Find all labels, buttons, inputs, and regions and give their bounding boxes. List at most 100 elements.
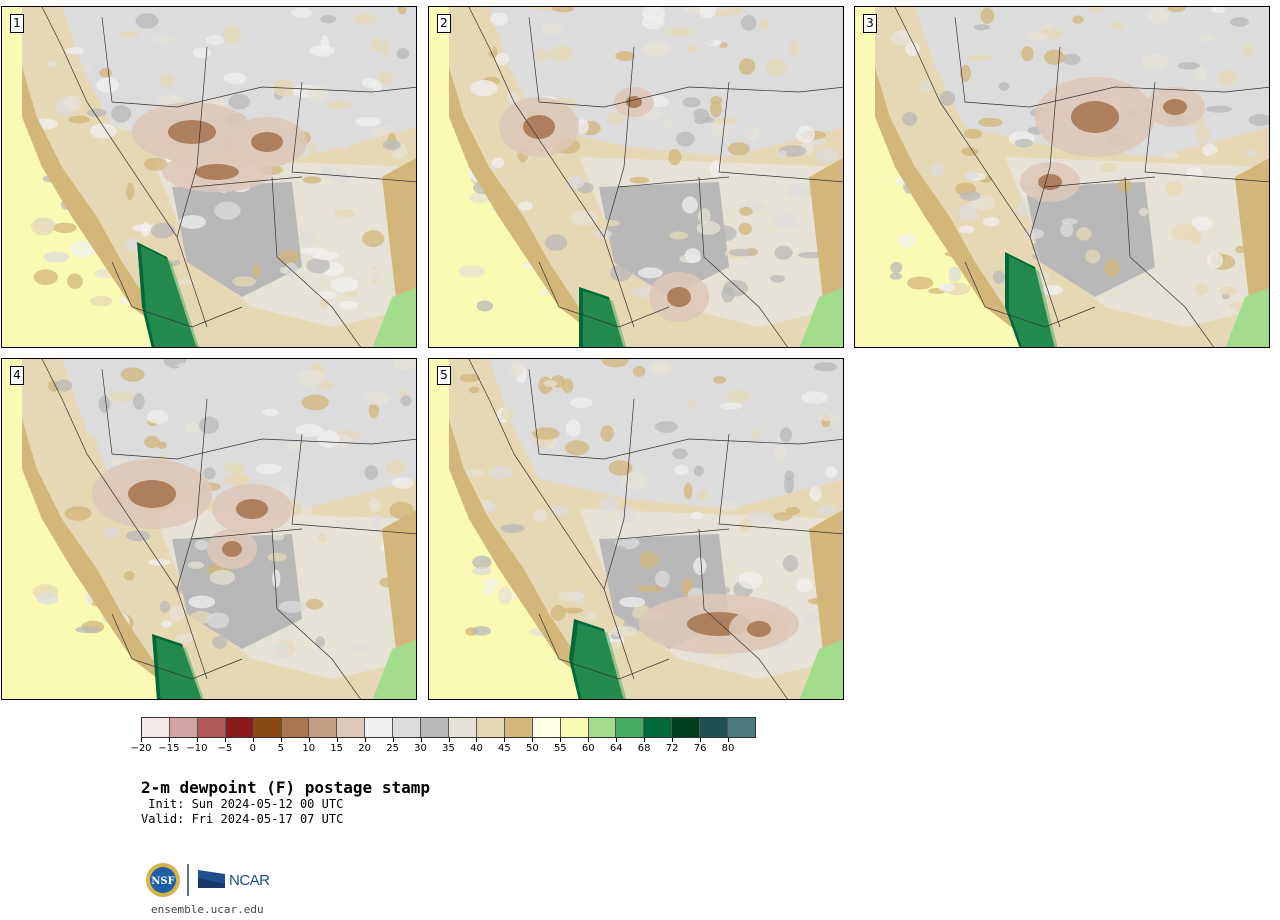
panel-number-label: 1 xyxy=(10,14,24,33)
terrain-speckle xyxy=(824,466,838,478)
terrain-speckle xyxy=(323,171,350,179)
terrain-speckle xyxy=(770,267,791,276)
moist-green-edge xyxy=(1225,287,1269,347)
terrain-speckle xyxy=(500,408,515,421)
terrain-speckle xyxy=(696,220,721,235)
terrain-speckle xyxy=(361,268,388,280)
terrain-speckle xyxy=(1021,46,1034,62)
terrain-speckle xyxy=(89,123,117,139)
terrain-speckle xyxy=(86,108,107,118)
terrain-speckle xyxy=(907,276,934,290)
terrain-speckle xyxy=(561,378,574,394)
terrain-speckle xyxy=(902,111,918,126)
dry-core xyxy=(195,164,239,180)
terrain-speckle xyxy=(725,389,752,403)
colorbar-tick xyxy=(364,738,366,742)
terrain-speckle xyxy=(1143,140,1169,152)
terrain-speckle xyxy=(362,230,385,248)
state-border xyxy=(111,261,243,328)
terrain-speckle xyxy=(312,251,340,261)
terrain-speckle xyxy=(287,442,301,451)
colorbar-tick-label: 0 xyxy=(249,743,256,754)
humid-zone-edge xyxy=(141,246,200,347)
colorbar-tick-label: 50 xyxy=(525,743,539,754)
terrain-speckle xyxy=(1061,218,1078,226)
colorbar-tick xyxy=(644,738,646,742)
terrain-speckle xyxy=(176,633,196,643)
terrain-speckle xyxy=(555,30,579,37)
terrain-speckle xyxy=(1248,114,1269,126)
state-border xyxy=(101,368,416,460)
terrain-speckle xyxy=(674,464,689,475)
terrain-speckle xyxy=(1072,15,1084,24)
terrain-speckle xyxy=(711,117,739,125)
moist-green-edge xyxy=(372,287,416,347)
terrain-speckle xyxy=(709,100,722,118)
colorbar-tick-label: 25 xyxy=(386,743,399,754)
terrain-speckle xyxy=(370,37,382,52)
terrain-speckle xyxy=(782,555,799,572)
terrain-speckle xyxy=(466,36,481,49)
terrain-speckle xyxy=(678,555,688,567)
terrain-speckle xyxy=(683,483,693,499)
dry-core xyxy=(128,480,176,508)
state-border xyxy=(111,613,243,680)
colorbar-tick xyxy=(560,738,562,742)
terrain-speckle xyxy=(364,465,378,481)
terrain-speckle xyxy=(622,472,648,490)
dry-core xyxy=(523,115,555,139)
terrain-speckle xyxy=(715,10,730,17)
plot-title: 2-m dewpoint (F) postage stamp xyxy=(141,778,430,797)
terrain-speckle xyxy=(96,77,119,93)
terrain-speckle xyxy=(803,280,820,292)
terrain-speckle xyxy=(721,501,738,512)
terrain-speckle xyxy=(291,7,313,18)
terrain-speckle xyxy=(126,182,135,201)
terrain-speckle xyxy=(1167,7,1186,13)
terrain-speckle xyxy=(472,555,492,570)
state-border xyxy=(1029,46,1061,238)
terrain-speckle xyxy=(608,460,633,476)
terrain-speckle xyxy=(740,15,757,31)
terrain-speckle xyxy=(224,462,245,475)
terrain-speckle xyxy=(153,36,173,43)
state-border xyxy=(618,176,730,188)
terrain-speckle xyxy=(774,445,787,463)
terrain-speckle xyxy=(158,73,175,88)
terrain-speckle xyxy=(629,176,650,184)
terrain-region xyxy=(599,182,729,297)
terrain-speckle xyxy=(1235,245,1246,254)
terrain-speckle xyxy=(397,7,407,15)
state-border xyxy=(271,176,362,347)
terrain-speckle xyxy=(567,175,585,190)
terrain-speckle xyxy=(727,142,750,156)
state-border xyxy=(894,7,941,103)
nsf-seal-text: NSF xyxy=(151,876,174,887)
nsf-seal-icon: NSF xyxy=(146,863,180,897)
terrain-speckle xyxy=(562,607,584,614)
terrain-speckle xyxy=(980,7,995,24)
state-border xyxy=(1124,176,1215,347)
terrain-speckle xyxy=(619,505,638,522)
terrain-speckle xyxy=(223,72,248,84)
terrain-speckle xyxy=(606,111,624,125)
colorbar-tick xyxy=(141,738,142,742)
terrain-speckle xyxy=(306,258,331,274)
terrain-speckle xyxy=(601,220,621,227)
terrain-speckle xyxy=(905,41,920,57)
state-border xyxy=(718,81,843,183)
terrain-speckle xyxy=(632,366,646,377)
terrain-speckle xyxy=(318,380,334,391)
terrain-speckle xyxy=(371,513,382,529)
colorbar-swatch xyxy=(448,718,477,737)
moist-green-edge xyxy=(372,639,416,699)
state-border xyxy=(271,528,362,699)
terrain-speckle xyxy=(320,34,330,51)
colorbar-swatch xyxy=(337,718,366,737)
terrain-speckle xyxy=(176,362,203,369)
terrain-speckle xyxy=(587,613,598,622)
terrain-speckle xyxy=(1025,228,1045,239)
state-border xyxy=(964,261,1096,328)
terrain-speckle xyxy=(339,300,358,310)
state-border xyxy=(698,528,789,699)
